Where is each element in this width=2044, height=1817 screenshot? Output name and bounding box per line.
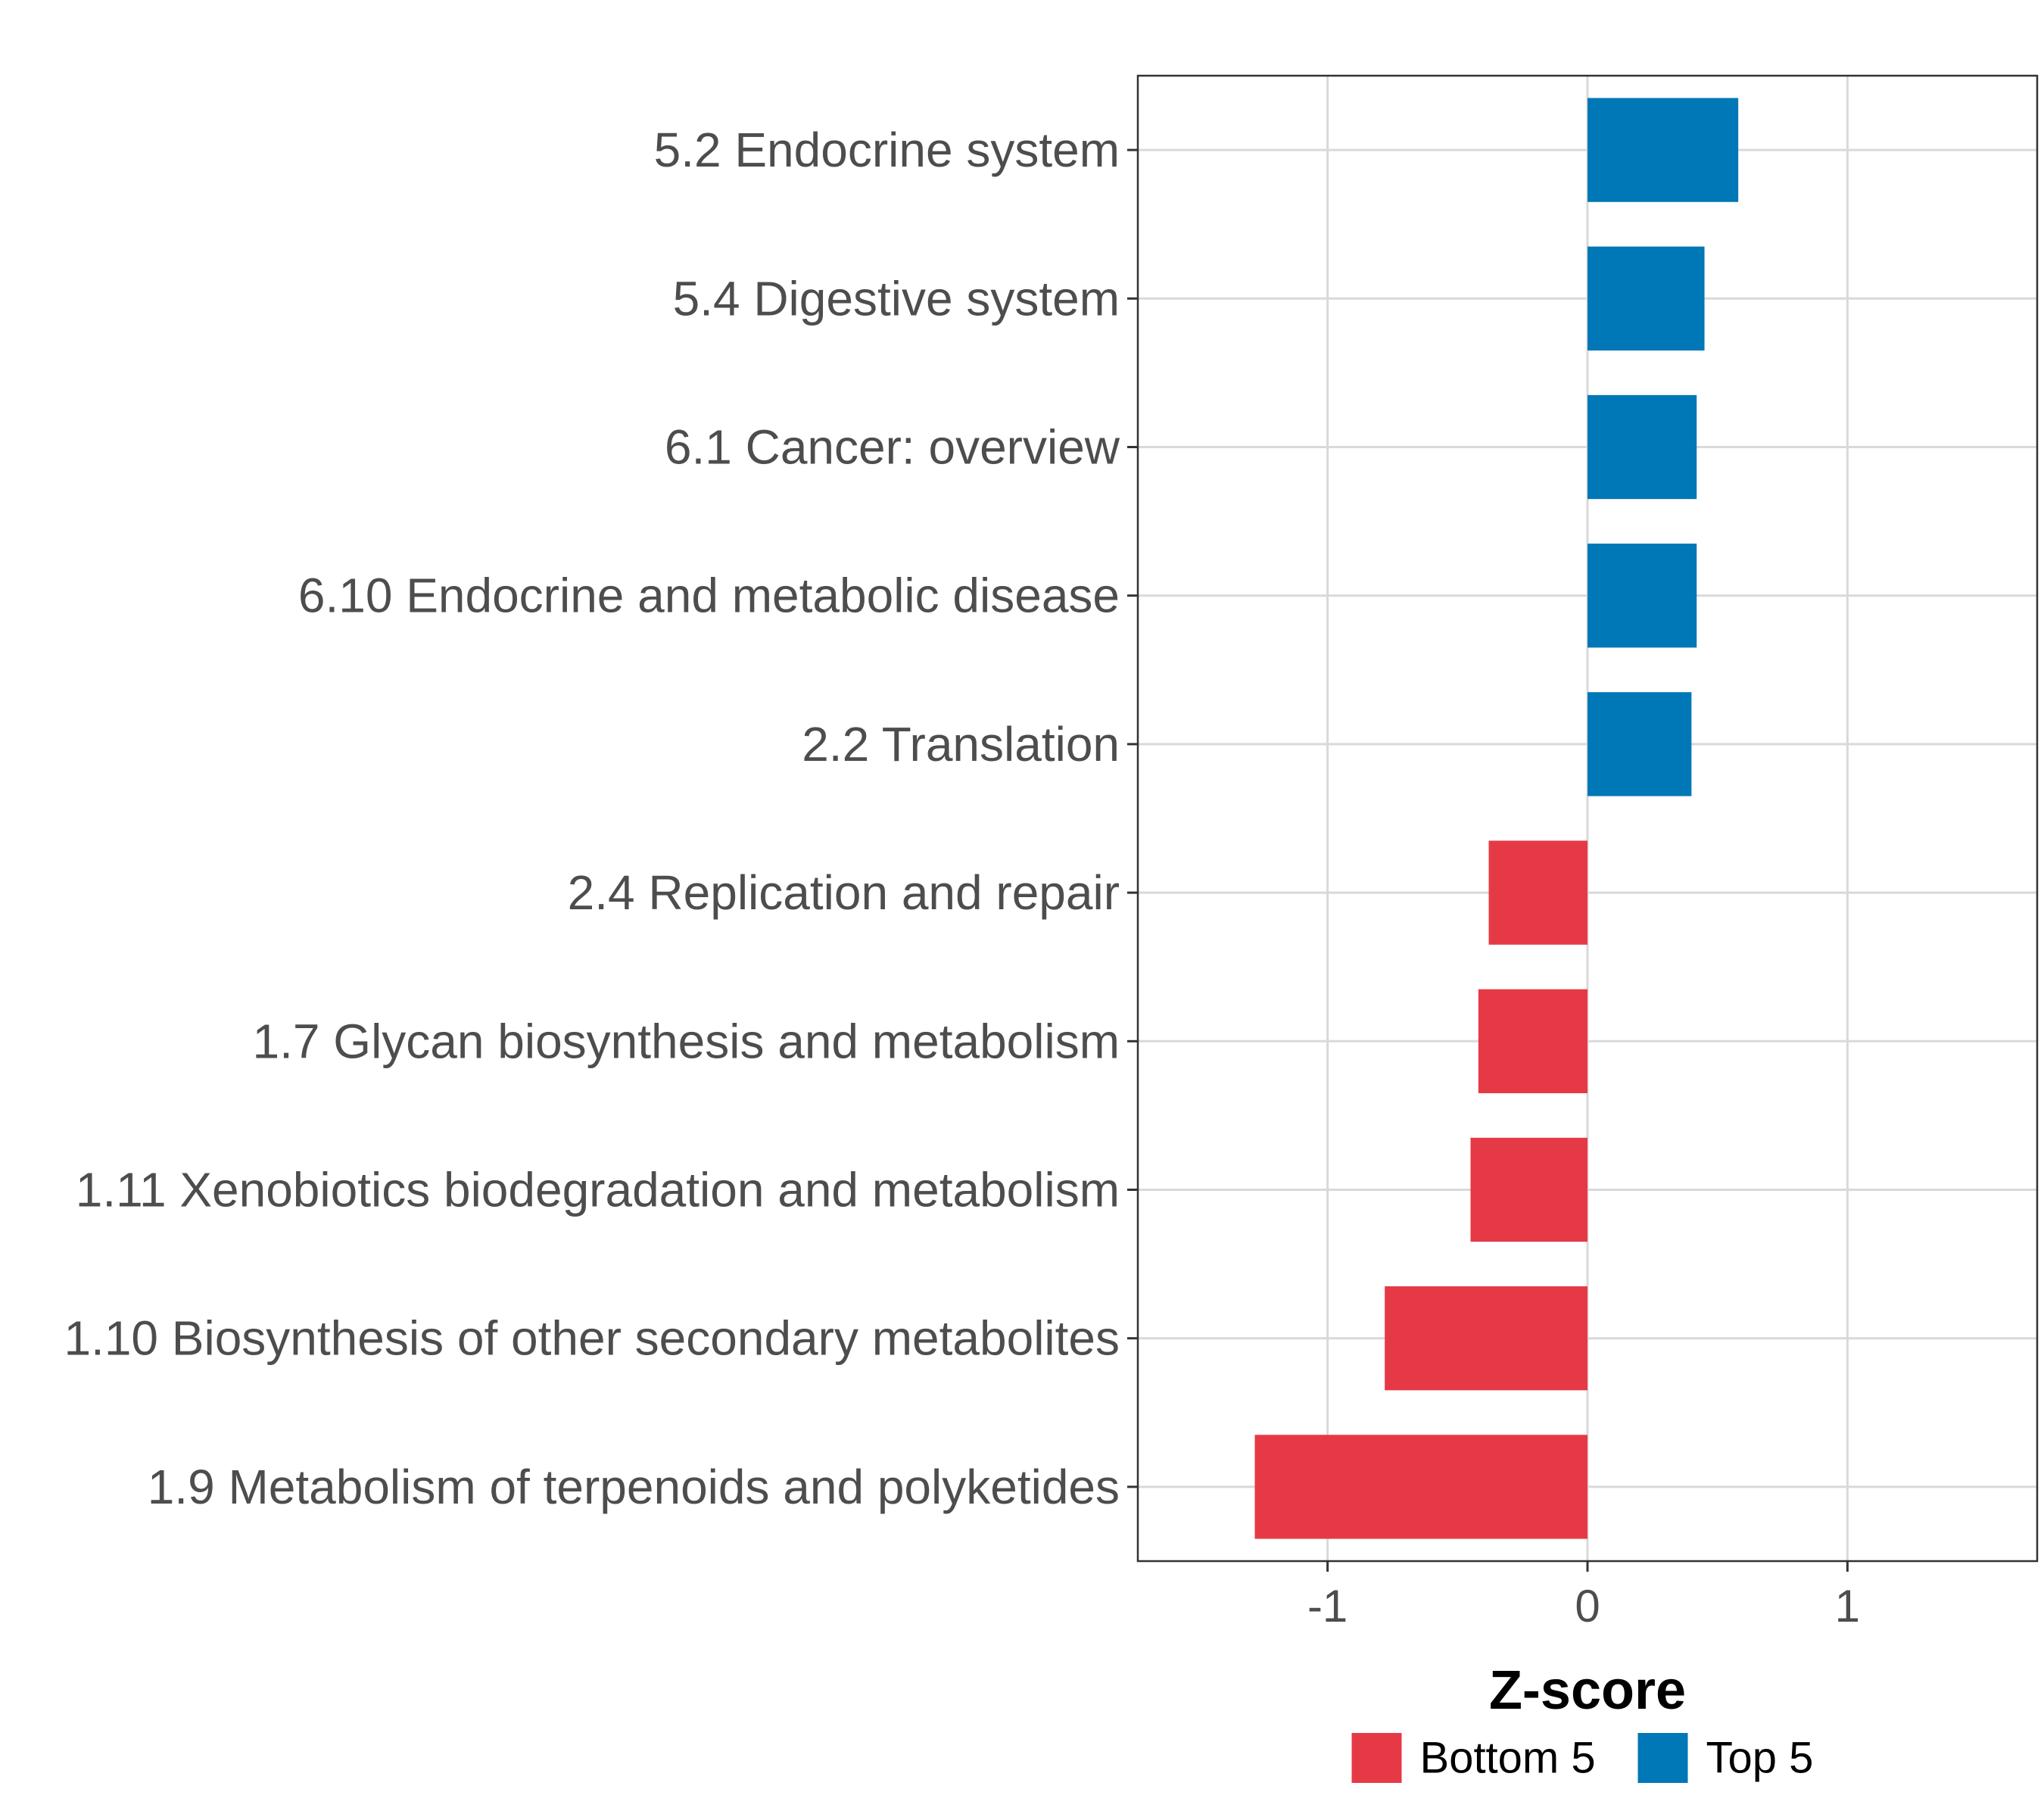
- category-label: 2.4 Replication and repair: [568, 865, 1120, 920]
- legend-key: [1351, 1733, 1402, 1783]
- bar: [1588, 246, 1705, 351]
- legend-label: Top 5: [1706, 1734, 1814, 1783]
- bar: [1588, 544, 1697, 648]
- bar: [1588, 98, 1739, 202]
- category-label: 1.7 Glycan biosynthesis and metabolism: [253, 1014, 1120, 1068]
- bar: [1385, 1286, 1588, 1391]
- category-axis: 5.2 Endocrine system 5.4 Digestive system…: [64, 123, 1138, 1514]
- category-label: 5.4 Digestive system: [673, 271, 1120, 326]
- legend: Bottom 5 Top 5: [1351, 1733, 1814, 1783]
- bar: [1588, 692, 1692, 796]
- category-label: 2.2 Translation: [802, 717, 1120, 771]
- category-label: 6.10 Endocrine and metabolic disease: [298, 569, 1120, 623]
- category-label: 1.10 Biosynthesis of other secondary met…: [64, 1311, 1120, 1366]
- bar: [1488, 840, 1588, 945]
- bar: [1254, 1435, 1588, 1539]
- x-tick-label: 0: [1575, 1581, 1600, 1632]
- legend-label: Bottom 5: [1420, 1734, 1596, 1783]
- bar-layer: [1254, 98, 1739, 1539]
- category-label: 5.2 Endocrine system: [654, 123, 1120, 177]
- value-axis: -1 0 1: [1307, 1561, 1860, 1632]
- x-tick-label: 1: [1835, 1581, 1860, 1632]
- category-label: 6.1 Cancer: overview: [665, 420, 1120, 475]
- bar: [1470, 1137, 1588, 1242]
- x-tick-label: -1: [1307, 1581, 1348, 1632]
- legend-key: [1637, 1733, 1688, 1783]
- bar: [1588, 394, 1697, 500]
- category-label: 1.11 Xenobiotics biodegradation and meta…: [76, 1163, 1120, 1217]
- x-axis-title: Z-score: [1489, 1660, 1686, 1721]
- bar: [1478, 989, 1588, 1093]
- category-label: 1.9 Metabolism of terpenoids and polyket…: [148, 1460, 1120, 1514]
